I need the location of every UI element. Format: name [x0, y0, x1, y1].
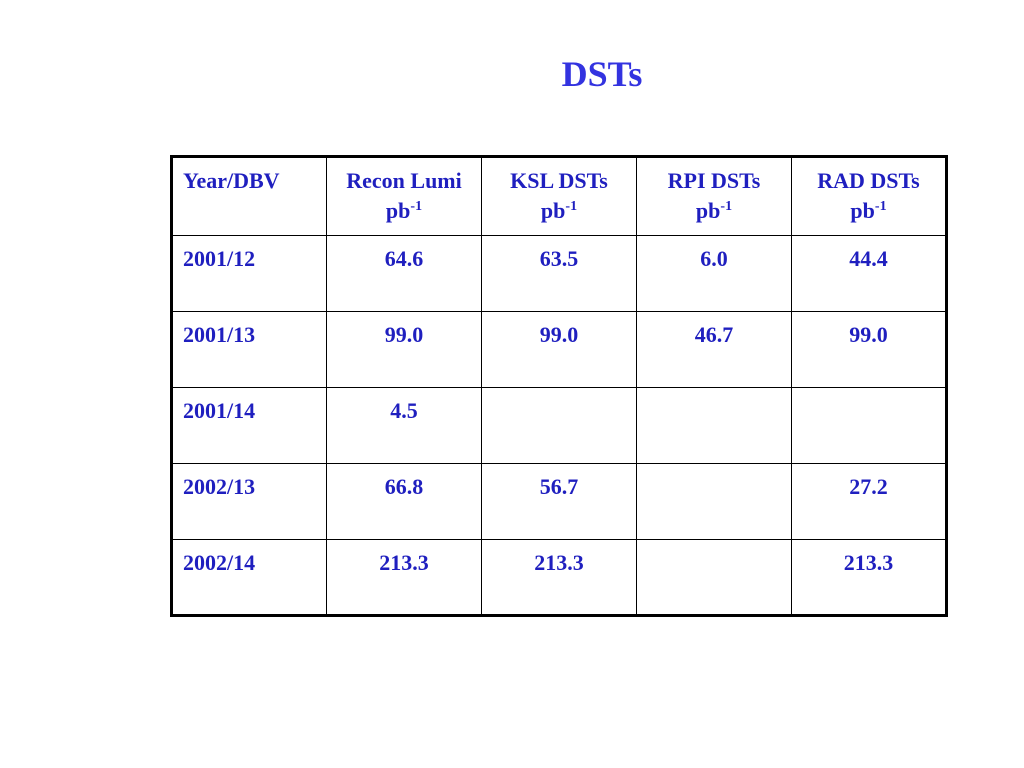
unit-exponent: -1	[565, 199, 578, 214]
table-cell-ksl-dsts: 56.7	[481, 463, 637, 540]
table-cell-recon-lumi: 99.0	[326, 311, 482, 388]
table-cell-rad-dsts: 99.0	[791, 311, 947, 388]
header-unit: pb-1	[492, 198, 626, 224]
table-cell-recon-lumi: 4.5	[326, 387, 482, 464]
table-cell-rpi-dsts	[636, 463, 792, 540]
slide-title: DSTs	[561, 54, 643, 94]
table-cell-recon-lumi: 64.6	[326, 235, 482, 312]
unit-base: pb	[850, 198, 875, 223]
header-label: KSL DSTs	[510, 168, 608, 193]
table-cell-year-dbv: 2002/14	[171, 539, 327, 616]
table-cell-year-dbv: 2001/12	[171, 235, 327, 312]
header-label: RAD DSTs	[817, 168, 920, 193]
table-cell-rad-dsts	[791, 387, 947, 464]
table-cell-ksl-dsts: 99.0	[481, 311, 637, 388]
table-cell-rpi-dsts	[636, 387, 792, 464]
dst-table: Year/DBV Recon Lumi pb-1 KSL DSTs pb-1 R…	[170, 155, 948, 617]
table-cell-rpi-dsts	[636, 539, 792, 616]
header-cell-ksl-dsts: KSL DSTs pb-1	[481, 156, 637, 236]
table-row: 2001/13 99.0 99.0 46.7 99.0	[171, 311, 947, 388]
unit-exponent: -1	[410, 199, 423, 214]
header-label: RPI DSTs	[667, 168, 761, 193]
header-cell-year-dbv: Year/DBV	[171, 156, 327, 236]
table-cell-year-dbv: 2002/13	[171, 463, 327, 540]
unit-exponent: -1	[874, 199, 887, 214]
table-cell-year-dbv: 2001/13	[171, 311, 327, 388]
table-cell-rad-dsts: 213.3	[791, 539, 947, 616]
table-row: 2002/14 213.3 213.3 213.3	[171, 539, 947, 616]
table-row: 2001/14 4.5	[171, 387, 947, 464]
table-row: 2001/12 64.6 63.5 6.0 44.4	[171, 235, 947, 312]
unit-exponent: -1	[720, 199, 733, 214]
header-label: Recon Lumi	[346, 168, 462, 193]
header-cell-recon-lumi: Recon Lumi pb-1	[326, 156, 482, 236]
header-cell-rad-dsts: RAD DSTs pb-1	[791, 156, 947, 236]
table-cell-rad-dsts: 27.2	[791, 463, 947, 540]
unit-base: pb	[385, 198, 411, 223]
unit-base: pb	[540, 198, 566, 223]
table-cell-ksl-dsts	[481, 387, 637, 464]
table-cell-recon-lumi: 213.3	[326, 539, 482, 616]
header-unit: pb-1	[802, 198, 935, 224]
table-cell-rpi-dsts: 6.0	[636, 235, 792, 312]
table-cell-year-dbv: 2001/14	[171, 387, 327, 464]
header-unit: pb-1	[337, 198, 471, 224]
unit-base: pb	[695, 198, 721, 223]
table-row: 2002/13 66.8 56.7 27.2	[171, 463, 947, 540]
header-cell-rpi-dsts: RPI DSTs pb-1	[636, 156, 792, 236]
header-label: Year/DBV	[183, 168, 280, 193]
table-cell-ksl-dsts: 213.3	[481, 539, 637, 616]
table-cell-rad-dsts: 44.4	[791, 235, 947, 312]
table-cell-rpi-dsts: 46.7	[636, 311, 792, 388]
table-cell-recon-lumi: 66.8	[326, 463, 482, 540]
header-unit: pb-1	[647, 198, 781, 224]
table-header-row: Year/DBV Recon Lumi pb-1 KSL DSTs pb-1 R…	[171, 156, 947, 236]
table-cell-ksl-dsts: 63.5	[481, 235, 637, 312]
